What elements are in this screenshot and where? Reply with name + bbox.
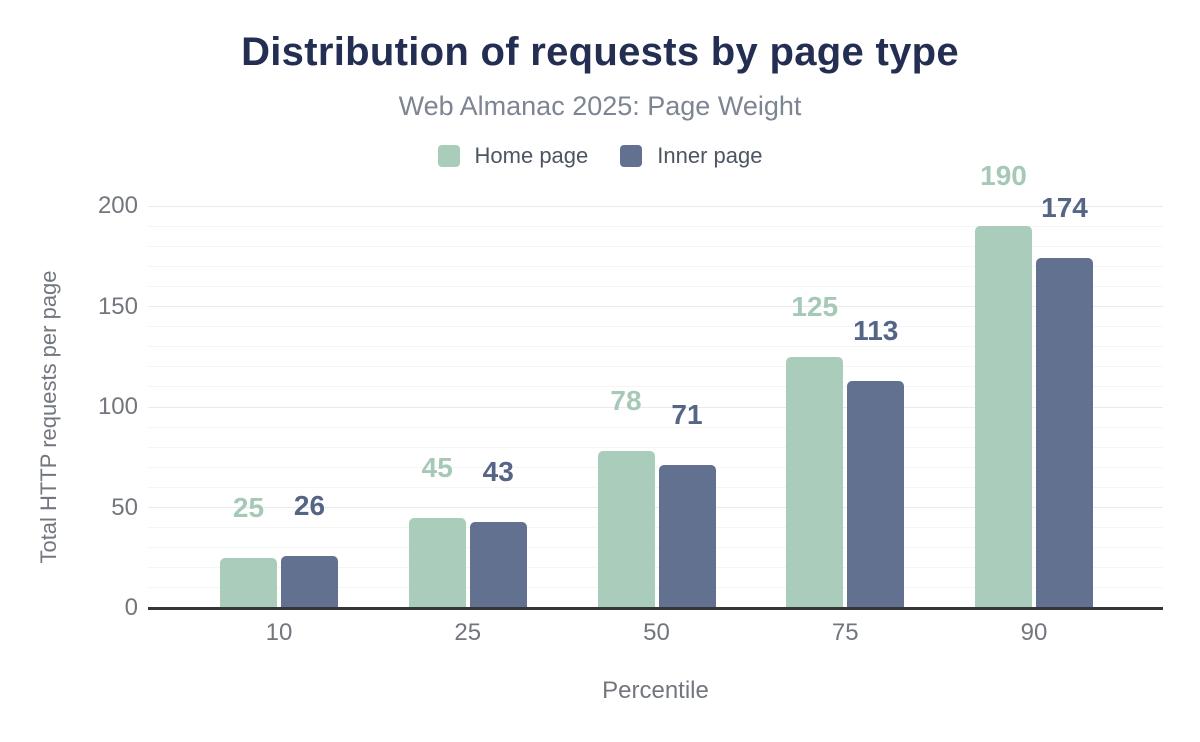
bar-home-page-p90[interactable] (975, 226, 1032, 608)
bar-value-inner-page-p50: 71 (671, 399, 703, 431)
chart-title: Distribution of requests by page type (241, 30, 959, 74)
x-tick-10: 10 (265, 619, 293, 646)
bar-value-home-page-p90: 190 (980, 160, 1027, 192)
legend-swatch-home-page (437, 145, 460, 167)
legend-label-home-page: Home page (474, 143, 589, 168)
bar-inner-page-p90[interactable] (1036, 258, 1093, 608)
gridline-90 (148, 426, 1163, 428)
gridline-130 (148, 346, 1163, 348)
gridline-110 (148, 386, 1163, 388)
x-axis-title: Percentile (602, 677, 709, 704)
bar-home-page-p75[interactable] (786, 356, 844, 608)
bar-inner-page-p75[interactable] (847, 380, 905, 608)
gridline-30 (148, 547, 1163, 549)
bar-value-inner-page-p90: 174 (1041, 192, 1088, 224)
bar-inner-page-p50[interactable] (658, 465, 716, 608)
bar-value-inner-page-p25: 43 (482, 455, 514, 487)
bar-inner-page-p10[interactable] (281, 555, 338, 608)
bar-value-inner-page-p10: 26 (293, 489, 326, 521)
gridline-140 (148, 326, 1163, 328)
legend-item-inner-page[interactable]: Inner page (620, 143, 762, 169)
gridline-20 (148, 567, 1163, 569)
bar-value-home-page-p25: 45 (421, 451, 453, 483)
bar-home-page-p25[interactable] (408, 517, 466, 608)
gridline-120 (148, 366, 1163, 368)
bar-home-page-p50[interactable] (597, 451, 655, 608)
gridline-200 (148, 205, 1163, 207)
plot-area: 25 26 45 43 78 71 125 113 190 174 (148, 162, 1163, 608)
bar-home-page-p10[interactable] (220, 557, 277, 608)
gridline-190 (148, 225, 1163, 227)
x-tick-90: 90 (1020, 619, 1048, 646)
gridline-100 (148, 406, 1163, 408)
x-tick-50: 50 (643, 619, 670, 646)
x-axis-line (148, 607, 1163, 610)
y-tick-200: 200 (97, 192, 138, 219)
gridline-40 (148, 527, 1163, 529)
bar-value-home-page-p10: 25 (232, 491, 265, 523)
chart-subtitle: Web Almanac 2025: Page Weight (398, 91, 802, 121)
gridline-60 (148, 486, 1163, 488)
legend-swatch-inner-page (620, 145, 643, 167)
gridline-70 (148, 466, 1163, 468)
gridline-10 (148, 587, 1163, 589)
y-tick-100: 100 (97, 393, 138, 420)
legend: Home page Inner page (0, 143, 1200, 169)
y-tick-150: 150 (97, 292, 138, 320)
bar-value-home-page-p75: 125 (791, 290, 839, 322)
y-tick-50: 50 (111, 493, 138, 521)
bar-value-inner-page-p75: 113 (853, 314, 899, 346)
gridline-180 (148, 245, 1163, 247)
gridline-50 (148, 507, 1163, 508)
gridline-170 (148, 265, 1163, 267)
gridline-150 (148, 306, 1163, 307)
x-tick-25: 25 (454, 619, 482, 646)
y-tick-0: 0 (124, 594, 138, 621)
bar-value-home-page-p50: 78 (610, 385, 642, 417)
gridline-160 (148, 285, 1163, 287)
x-tick-75: 75 (831, 619, 859, 646)
legend-item-home-page[interactable]: Home page (437, 143, 589, 169)
legend-label-inner-page: Inner page (657, 143, 763, 168)
gridline-80 (148, 446, 1163, 448)
bar-inner-page-p25[interactable] (469, 521, 527, 608)
